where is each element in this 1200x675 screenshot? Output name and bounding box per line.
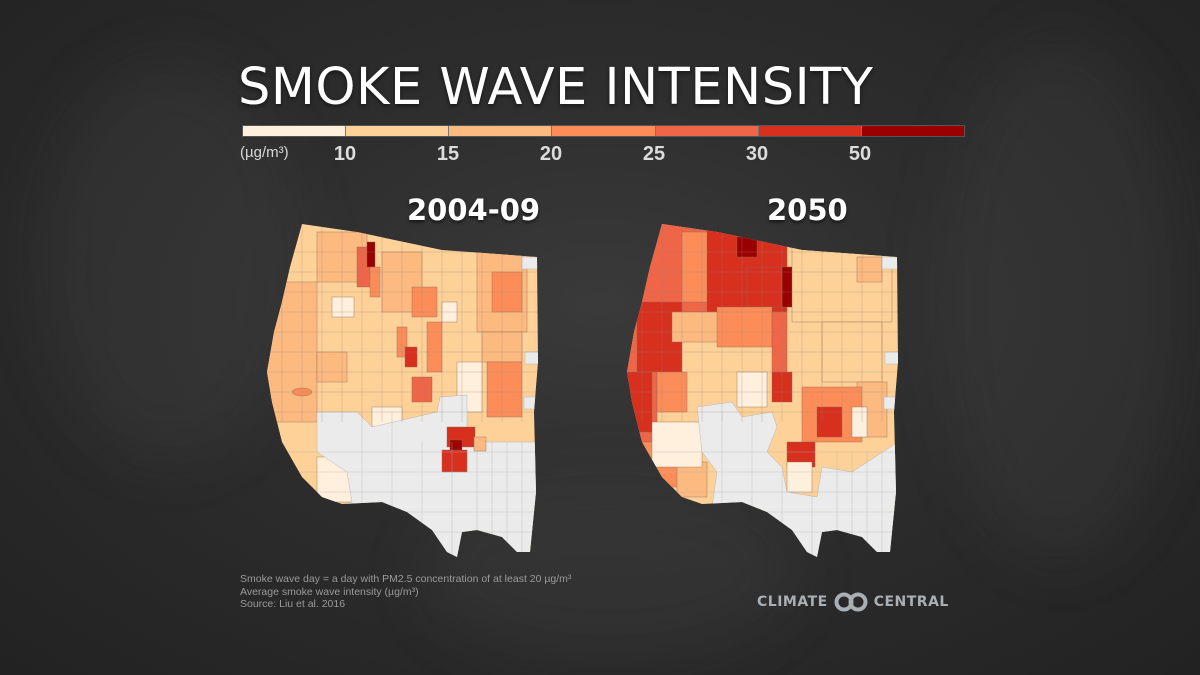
map-label-2004-09: 2004-09 bbox=[407, 193, 541, 227]
color-legend bbox=[242, 125, 965, 137]
map-2004-09 bbox=[267, 224, 538, 557]
footnotes: Smoke wave day = a day with PM2.5 concen… bbox=[240, 573, 571, 611]
footnote-source: Source: Liu et al. 2016 bbox=[240, 598, 346, 610]
legend-tick: 20 bbox=[539, 143, 563, 165]
legend-unit: (µg/m³) bbox=[240, 144, 289, 161]
legend-tick: 30 bbox=[745, 143, 769, 165]
legend-tick: 15 bbox=[436, 143, 460, 165]
legend-bin-1 bbox=[243, 126, 347, 136]
legend-bin-5 bbox=[655, 126, 759, 136]
legend-bin-3 bbox=[449, 126, 553, 136]
logo-rings-icon bbox=[834, 592, 868, 612]
chart-title: SMOKE WAVE INTENSITY bbox=[238, 58, 874, 117]
legend-tick: 50 bbox=[848, 143, 872, 165]
logo-text-left: CLIMATE bbox=[757, 594, 828, 610]
legend-tick: 25 bbox=[642, 143, 666, 165]
legend-bin-4 bbox=[552, 126, 656, 136]
footnote-definition: Smoke wave day = a day with PM2.5 concen… bbox=[240, 573, 572, 585]
climate-central-logo: CLIMATE CENTRAL bbox=[757, 592, 949, 612]
map-label-2050: 2050 bbox=[767, 193, 848, 227]
legend-bin-2 bbox=[346, 126, 450, 136]
legend-tick: 10 bbox=[333, 143, 357, 165]
logo-text-right: CENTRAL bbox=[873, 594, 949, 610]
map-2050 bbox=[627, 224, 898, 557]
legend-bin-7 bbox=[861, 126, 964, 136]
legend-bin-6 bbox=[758, 126, 862, 136]
footnote-metric: Average smoke wave intensity (µg/m³) bbox=[240, 585, 419, 598]
